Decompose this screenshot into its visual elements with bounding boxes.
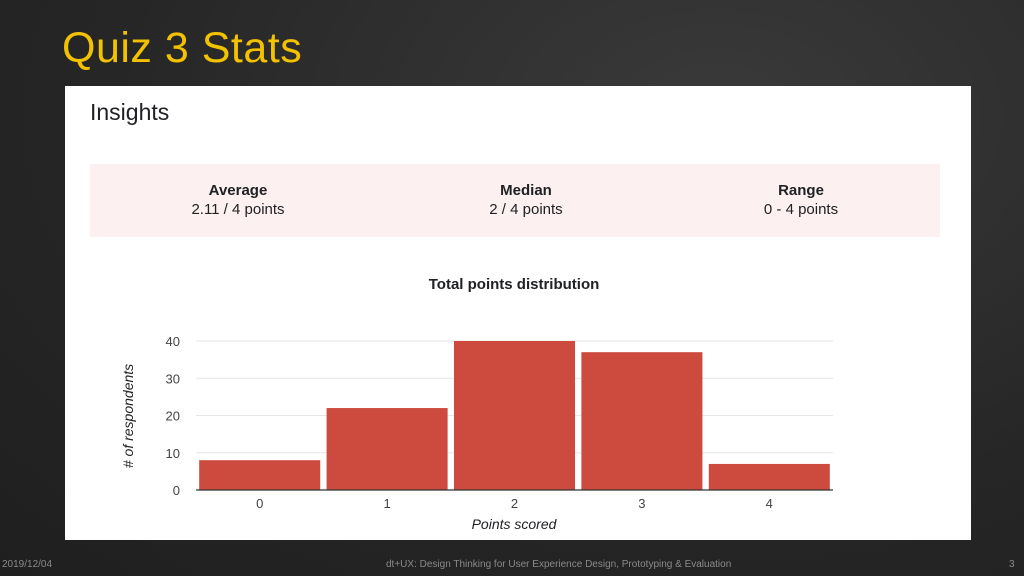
x-tick-label: 2 bbox=[511, 496, 518, 511]
x-tick-label: 3 bbox=[638, 496, 645, 511]
insights-panel: Insights Average 2.11 / 4 points Median … bbox=[65, 86, 971, 540]
x-tick-label: 4 bbox=[766, 496, 773, 511]
stats-summary: Average 2.11 / 4 points Median 2 / 4 poi… bbox=[90, 164, 940, 237]
footer-course: dt+UX: Design Thinking for User Experien… bbox=[386, 559, 732, 570]
x-axis-label: Points scored bbox=[472, 516, 558, 532]
page-number: 3 bbox=[1009, 559, 1015, 570]
bar-0 bbox=[199, 460, 321, 490]
stat-average-label: Average bbox=[208, 182, 268, 199]
y-tick-label: 40 bbox=[166, 334, 180, 349]
chart-bars bbox=[199, 341, 830, 490]
bar-3 bbox=[581, 352, 703, 490]
x-tick-label: 0 bbox=[256, 496, 263, 511]
stat-average-value: 2.11 / 4 points bbox=[191, 201, 285, 218]
slide-title: Quiz 3 Stats bbox=[62, 24, 303, 72]
y-tick-label: 20 bbox=[166, 409, 180, 424]
stat-median-label: Median bbox=[500, 182, 552, 199]
bar-2 bbox=[453, 341, 576, 490]
chart-title: Total points distribution bbox=[429, 276, 600, 293]
x-axis-ticks: 0 1 2 3 4 bbox=[256, 496, 773, 511]
stat-median-value: 2 / 4 points bbox=[489, 201, 563, 218]
y-tick-label: 30 bbox=[166, 371, 180, 386]
bar-1 bbox=[326, 408, 448, 490]
y-axis-label: # of respondents bbox=[120, 364, 136, 468]
stat-median: Median 2 / 4 points bbox=[416, 181, 636, 219]
stat-range-value: 0 - 4 points bbox=[763, 201, 839, 218]
y-tick-label: 0 bbox=[173, 483, 180, 498]
stat-average: Average 2.11 / 4 points bbox=[128, 181, 348, 219]
insights-heading: Insights bbox=[90, 99, 170, 125]
x-tick-label: 1 bbox=[383, 496, 390, 511]
stat-range: Range 0 - 4 points bbox=[691, 181, 911, 219]
footer-date: 2019/12/04 bbox=[2, 559, 53, 570]
stat-range-label: Range bbox=[778, 182, 824, 199]
bar-4 bbox=[708, 463, 830, 490]
y-axis-ticks: 0 10 20 30 40 bbox=[166, 334, 180, 498]
points-distribution-chart: Total points distribution 0 10 20 30 40 0 1 2 3… bbox=[120, 276, 833, 532]
y-tick-label: 10 bbox=[166, 446, 180, 461]
